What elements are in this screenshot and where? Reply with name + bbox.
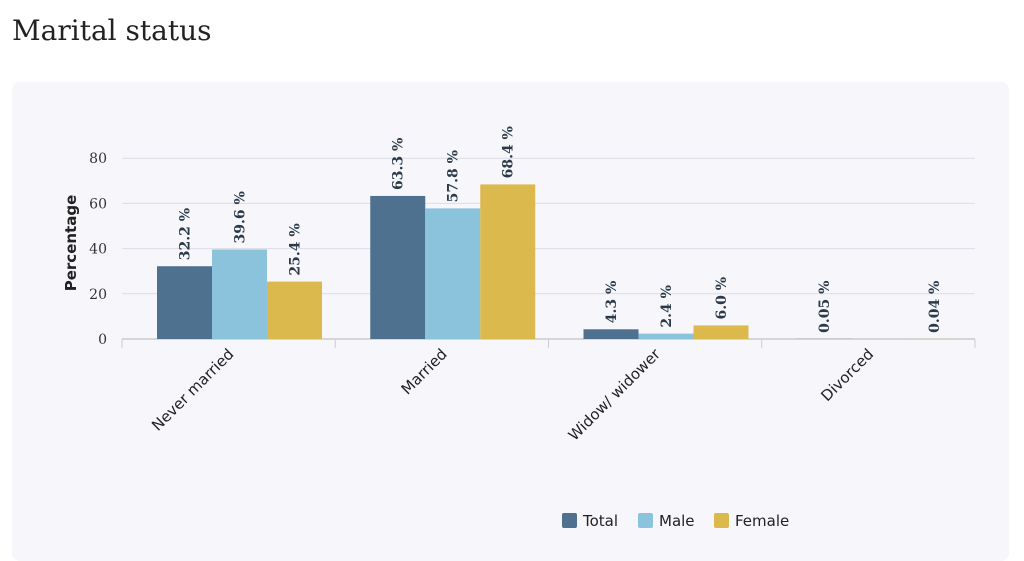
- bar: [693, 325, 749, 339]
- category-label: Widow/ widower: [565, 345, 665, 445]
- legend-item-label: Male: [659, 512, 695, 530]
- category-label: Never married: [148, 345, 237, 434]
- y-tick-label: 60: [89, 196, 107, 212]
- legend-swatch: [638, 513, 653, 528]
- data-label: 6.0 %: [714, 277, 730, 320]
- data-label: 0.05 %: [817, 281, 833, 333]
- data-label: 32.2 %: [178, 208, 194, 260]
- data-label: 2.4 %: [659, 285, 675, 328]
- legend-item-label: Female: [735, 512, 789, 530]
- y-tick-label: 80: [89, 151, 107, 167]
- legend-swatch: [714, 513, 729, 528]
- data-label: 0.04 %: [927, 281, 943, 333]
- data-label: 39.6 %: [233, 191, 249, 243]
- legend-item-label: Total: [582, 512, 618, 530]
- bar: [638, 333, 694, 339]
- bar: [370, 195, 426, 339]
- bar: [212, 249, 267, 339]
- bar: [425, 208, 481, 339]
- data-label: 4.3 %: [604, 281, 620, 324]
- data-label: 25.4 %: [288, 223, 304, 275]
- category-label: Married: [398, 345, 451, 398]
- bar: [267, 281, 322, 339]
- bar: [583, 329, 639, 339]
- y-tick-label: 0: [98, 332, 107, 348]
- y-axis-label: Percentage: [62, 195, 80, 292]
- legend-swatch: [562, 513, 577, 528]
- data-label: 63.3 %: [391, 138, 407, 190]
- page-title: Marital status: [12, 14, 212, 47]
- y-tick-label: 20: [89, 287, 107, 303]
- bar: [157, 266, 212, 339]
- data-label: 68.4 %: [501, 126, 517, 178]
- y-tick-label: 40: [89, 242, 107, 258]
- bar: [480, 184, 536, 339]
- data-label: 57.8 %: [446, 150, 462, 202]
- category-label: Divorced: [817, 345, 877, 405]
